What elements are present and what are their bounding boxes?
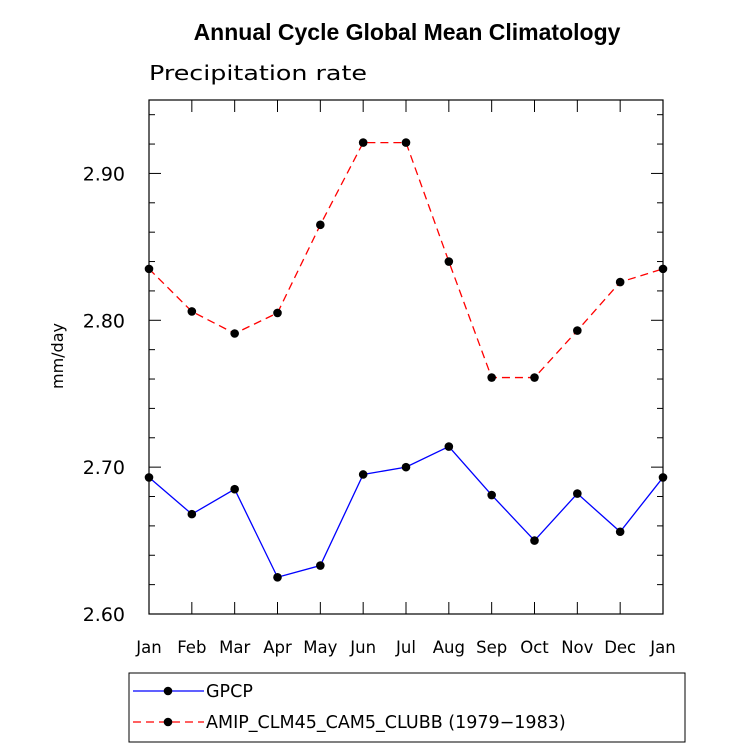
data-point	[658, 264, 668, 274]
data-point	[401, 462, 411, 472]
data-point	[573, 489, 582, 498]
x-tick-label: Jun	[349, 638, 376, 657]
y-axis-ticks: 2.60 2.70 2.80 2.90	[83, 114, 663, 626]
y-tick-label: 2.60	[83, 604, 125, 626]
data-point	[230, 484, 239, 494]
data-point	[187, 509, 197, 519]
data-point	[144, 264, 154, 274]
data-point	[316, 220, 325, 230]
x-tick-label: Dec	[604, 638, 636, 657]
data-point	[401, 138, 411, 147]
x-axis-ticks: Jan Feb Mar Apr May Jun Jul Aug Sep Oct Nov Dec Jan	[135, 100, 676, 657]
series-line	[148, 141, 664, 379]
x-tick-label: Feb	[177, 638, 206, 657]
data-point	[187, 307, 197, 316]
y-tick-label: 2.70	[83, 457, 125, 479]
plot-border	[148, 99, 664, 615]
data-point	[615, 527, 625, 537]
data-point	[487, 490, 496, 500]
x-tick-label: Mar	[219, 638, 250, 657]
plot-frame	[148, 99, 664, 615]
chart-title: Annual Cycle Global Mean Climatology	[194, 19, 621, 45]
y-axis-label: mm/day	[48, 323, 67, 389]
series-layer	[144, 138, 668, 582]
legend-box	[128, 672, 686, 743]
chart-subtitle: Precipitation rate	[149, 61, 367, 85]
data-point	[530, 536, 539, 545]
data-point	[273, 308, 282, 318]
legend: GPCP AMIP_CLM45_CAM5_CLUBB (1979−1983)	[128, 672, 686, 743]
data-point	[316, 561, 325, 570]
x-tick-label: Aug	[433, 638, 465, 657]
x-tick-label: Jan	[649, 638, 675, 657]
x-tick-label: May	[303, 638, 337, 657]
data-point	[487, 373, 496, 382]
x-tick-label: Apr	[263, 638, 292, 657]
y-tick-label: 2.90	[83, 163, 125, 185]
data-point	[530, 373, 539, 382]
y-tick-label: 2.80	[83, 310, 125, 332]
x-tick-label: Jul	[395, 638, 416, 657]
data-point	[358, 138, 368, 147]
data-point	[444, 442, 454, 451]
legend-marker	[163, 717, 173, 727]
x-tick-label: Jan	[135, 638, 161, 657]
legend-marker	[163, 686, 173, 696]
data-point	[615, 277, 625, 287]
legend-label: AMIP_CLM45_CAM5_CLUBB (1979−1983)	[206, 713, 566, 733]
data-point	[573, 326, 582, 335]
legend-label: GPCP	[206, 682, 253, 702]
x-tick-label: Sep	[476, 638, 507, 657]
data-point	[658, 473, 668, 482]
data-point	[144, 473, 154, 482]
x-tick-label: Oct	[520, 638, 549, 657]
data-point	[358, 470, 368, 479]
data-point	[230, 329, 239, 338]
data-point	[273, 572, 282, 582]
x-tick-label: Nov	[561, 638, 593, 657]
data-point	[444, 257, 454, 266]
